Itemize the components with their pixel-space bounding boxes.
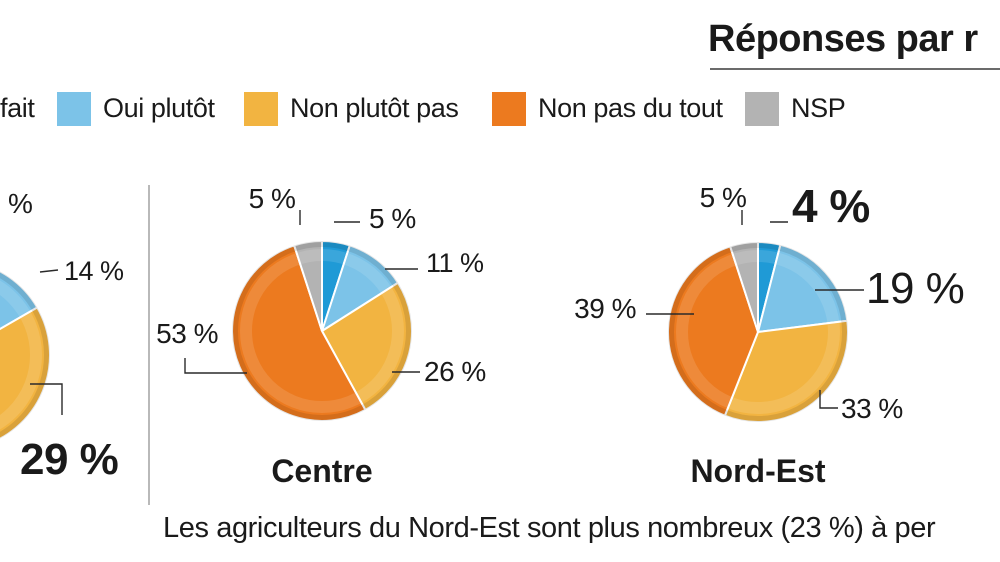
pie-slice-non-pas-du-tout xyxy=(231,244,367,422)
legend-label: Non pas du tout xyxy=(538,93,723,123)
pie-slice-non-pas-du-tout xyxy=(667,245,760,417)
data-label: 39 % xyxy=(574,293,636,324)
title-underline xyxy=(710,68,1000,70)
pie-highlight xyxy=(240,249,404,413)
leader-line xyxy=(30,383,63,415)
chart-title: Réponses par r xyxy=(708,18,978,60)
pie-title-centre: Centre xyxy=(271,453,372,489)
data-label: 11 % xyxy=(426,248,484,278)
pie-highlight xyxy=(676,250,840,414)
pie-slice-nsp xyxy=(292,239,323,332)
legend-label: Oui plutôt xyxy=(103,93,215,123)
data-label: 5 % xyxy=(700,182,747,213)
pie-rim xyxy=(0,271,50,439)
data-label: % xyxy=(8,188,32,219)
legend-swatch xyxy=(745,92,779,126)
data-label: 14 % xyxy=(64,256,124,286)
pie-rim xyxy=(232,241,412,421)
pie-slice-non-plutot-pas xyxy=(0,306,51,440)
chart-divider xyxy=(148,185,150,505)
legend-swatch xyxy=(244,92,278,126)
legend-label: NSP xyxy=(791,93,846,123)
pie-slice-non-plutot-pas xyxy=(320,281,413,412)
pie-slice-oui-plutot xyxy=(0,270,39,331)
pie-title-nord-est: Nord-Est xyxy=(690,453,825,489)
leader-line xyxy=(39,269,59,273)
legend-label: fait xyxy=(0,93,35,123)
legend-swatch xyxy=(492,92,526,126)
pie-rim xyxy=(668,242,848,422)
data-label: 26 % xyxy=(424,356,486,387)
leader-line xyxy=(819,390,838,409)
data-label: 29 % xyxy=(20,435,118,484)
pie-slice-non-plutot-pas xyxy=(723,319,849,423)
pie-highlight xyxy=(0,280,42,430)
leader-line xyxy=(184,358,247,374)
data-label: 33 % xyxy=(841,393,903,424)
pie-chart-1 xyxy=(0,270,51,440)
legend-label: Non plutôt pas xyxy=(290,93,459,123)
data-label: 53 % xyxy=(156,318,218,349)
data-label: 4 % xyxy=(792,180,870,232)
footer-caption: Les agriculteurs du Nord-Est sont plus n… xyxy=(163,512,936,544)
data-label: 5 % xyxy=(369,203,416,234)
data-label: 19 % xyxy=(866,264,964,313)
pie-slice-nsp xyxy=(728,240,759,333)
pie-chart-2 xyxy=(231,239,413,422)
legend-swatch xyxy=(57,92,91,126)
pie-chart-3 xyxy=(667,240,849,423)
pie-slice-oui-plutot xyxy=(756,243,849,334)
data-label: 5 % xyxy=(249,183,296,214)
